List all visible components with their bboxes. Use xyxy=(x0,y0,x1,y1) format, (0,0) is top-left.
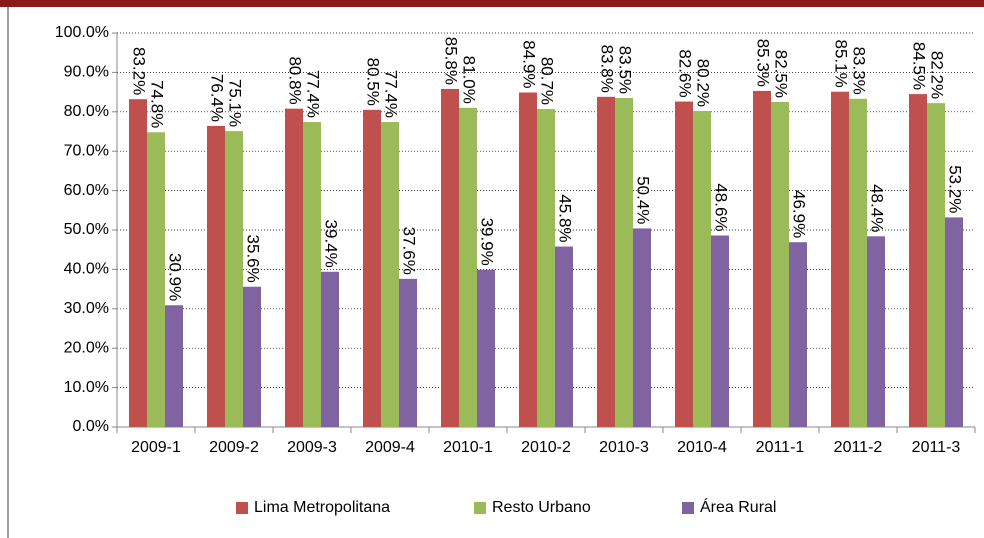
y-tick-label: 100.0% xyxy=(55,24,109,41)
bar xyxy=(303,122,321,427)
y-tick-label: 70.0% xyxy=(64,142,109,159)
data-label: 85.1% xyxy=(832,40,851,88)
y-tick-label: 40.0% xyxy=(64,261,109,278)
bar xyxy=(441,88,459,427)
x-tick-label: 2009-3 xyxy=(287,439,337,456)
bar xyxy=(771,101,789,427)
bar xyxy=(633,228,651,427)
bar xyxy=(459,107,477,428)
data-label: 50.4% xyxy=(634,176,653,224)
bar xyxy=(675,101,693,427)
y-tick-label: 90.0% xyxy=(64,64,109,81)
legend-swatch xyxy=(474,502,486,514)
bar xyxy=(615,98,633,427)
y-tick-label: 0.0% xyxy=(73,418,109,435)
data-label: 75.1% xyxy=(226,79,245,127)
data-label: 83.2% xyxy=(130,47,149,95)
data-label: 82.6% xyxy=(676,49,695,97)
data-label: 77.4% xyxy=(382,70,401,118)
bar xyxy=(693,111,711,428)
y-tick-label: 30.0% xyxy=(64,300,109,317)
data-label: 83.3% xyxy=(850,47,869,95)
data-label: 37.6% xyxy=(400,227,419,275)
data-label: 84.5% xyxy=(910,42,929,90)
data-label: 80.7% xyxy=(538,57,557,105)
bar xyxy=(381,122,399,427)
bar xyxy=(321,271,339,427)
top-band xyxy=(0,0,984,7)
y-tick-label: 80.0% xyxy=(64,103,109,120)
data-label: 45.8% xyxy=(556,194,575,242)
bar xyxy=(909,94,927,427)
data-label: 76.4% xyxy=(208,74,227,122)
x-tick-label: 2009-2 xyxy=(209,439,259,456)
legend-swatch xyxy=(236,502,248,514)
x-tick-label: 2009-4 xyxy=(365,439,415,456)
bar xyxy=(867,236,885,427)
bar xyxy=(849,98,867,427)
data-label: 84.9% xyxy=(520,40,539,88)
data-label: 80.5% xyxy=(364,58,383,106)
bar xyxy=(537,109,555,428)
bar xyxy=(555,246,573,427)
x-tick-label: 2011-3 xyxy=(912,439,961,456)
y-tick-label: 20.0% xyxy=(64,339,109,356)
bar xyxy=(519,92,537,427)
bar xyxy=(285,108,303,427)
x-tick-label: 2010-1 xyxy=(443,439,493,456)
y-tick-label: 60.0% xyxy=(64,182,109,199)
x-tick-label: 2010-4 xyxy=(677,439,727,456)
data-label: 80.8% xyxy=(286,56,305,104)
data-label: 81.0% xyxy=(460,56,479,104)
bar xyxy=(831,91,849,428)
data-label: 46.9% xyxy=(790,190,809,238)
bar xyxy=(363,109,381,427)
data-label: 74.8% xyxy=(148,80,167,128)
bar xyxy=(207,125,225,427)
x-tick-label: 2011-2 xyxy=(834,439,883,456)
bar xyxy=(165,305,183,427)
data-label: 30.9% xyxy=(166,253,185,301)
data-label: 35.6% xyxy=(244,235,263,283)
data-label: 48.4% xyxy=(868,184,887,232)
data-label: 82.5% xyxy=(772,50,791,98)
data-label: 39.9% xyxy=(478,218,497,266)
bar xyxy=(243,286,261,427)
bar xyxy=(597,96,615,427)
data-label: 83.5% xyxy=(616,46,635,94)
data-label: 85.8% xyxy=(442,37,461,85)
legend-label: Área Rural xyxy=(700,497,776,516)
x-tick-label: 2010-3 xyxy=(599,439,649,456)
x-tick-label: 2011-1 xyxy=(756,439,805,456)
data-label: 77.4% xyxy=(304,70,323,118)
legend-label: Lima Metropolitana xyxy=(254,499,390,516)
data-label: 80.2% xyxy=(694,59,713,107)
bar xyxy=(129,99,147,427)
data-label: 85.3% xyxy=(754,39,773,87)
data-label: 39.4% xyxy=(322,220,341,268)
legend-swatch xyxy=(682,502,694,514)
bar xyxy=(711,235,729,427)
bar xyxy=(789,242,807,427)
data-label: 53.2% xyxy=(946,165,965,213)
bar xyxy=(927,103,945,428)
bar xyxy=(225,131,243,427)
data-label: 48.6% xyxy=(712,183,731,231)
legend-label: Resto Urbano xyxy=(492,499,591,516)
y-tick-label: 50.0% xyxy=(64,221,109,238)
bar xyxy=(147,132,165,427)
data-label: 82.2% xyxy=(928,51,947,99)
x-tick-label: 2010-2 xyxy=(521,439,571,456)
data-label: 83.8% xyxy=(598,45,617,93)
y-tick-label: 10.0% xyxy=(64,379,109,396)
bar xyxy=(477,269,495,427)
x-tick-label: 2009-1 xyxy=(131,439,181,456)
bar xyxy=(753,90,771,427)
bar xyxy=(945,217,963,427)
bar xyxy=(399,278,417,427)
